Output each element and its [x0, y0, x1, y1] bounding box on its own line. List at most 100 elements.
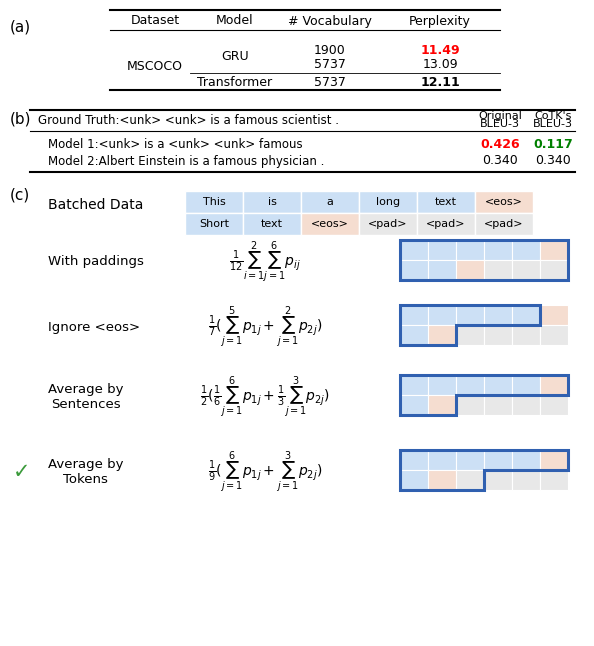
Bar: [243, 213, 301, 235]
Text: 5737: 5737: [314, 76, 346, 89]
Bar: [456, 395, 484, 415]
Text: BLEU-3: BLEU-3: [533, 119, 573, 129]
Text: Model 2:Albert Einstein is a famous physician .: Model 2:Albert Einstein is a famous phys…: [48, 154, 324, 167]
Bar: [540, 305, 568, 325]
Bar: [456, 305, 484, 325]
Text: Batched Data: Batched Data: [48, 198, 143, 212]
Bar: [456, 240, 484, 260]
Bar: [400, 325, 428, 345]
Bar: [456, 450, 484, 470]
Bar: [428, 260, 456, 280]
Bar: [185, 213, 243, 235]
Text: a: a: [327, 197, 333, 207]
Text: 0.117: 0.117: [533, 138, 573, 152]
Text: $\frac{1}{2}(\frac{1}{6}\sum_{j=1}^{6}p_{1j}+\frac{1}{3}\sum_{j=1}^{3}p_{2j})$: $\frac{1}{2}(\frac{1}{6}\sum_{j=1}^{6}p_…: [200, 374, 330, 420]
Text: is: is: [267, 197, 276, 207]
Bar: [428, 470, 456, 490]
Text: MSCOCO: MSCOCO: [127, 59, 183, 72]
Bar: [512, 305, 540, 325]
Text: $\frac{1}{9}(\sum_{j=1}^{6}p_{1j}+\sum_{j=1}^{3}p_{2j})$: $\frac{1}{9}(\sum_{j=1}^{6}p_{1j}+\sum_{…: [208, 449, 322, 495]
Bar: [428, 375, 456, 395]
Text: 0.426: 0.426: [480, 138, 520, 152]
Text: long: long: [376, 197, 400, 207]
Bar: [484, 375, 512, 395]
Text: (b): (b): [10, 111, 31, 126]
Bar: [185, 191, 243, 213]
Bar: [359, 213, 417, 235]
Bar: [400, 395, 428, 415]
Bar: [400, 470, 428, 490]
Bar: [456, 325, 484, 345]
Text: text: text: [435, 197, 457, 207]
Bar: [512, 240, 540, 260]
Text: ✓: ✓: [13, 462, 31, 482]
Text: With paddings: With paddings: [48, 256, 144, 269]
Bar: [475, 213, 533, 235]
Text: $\frac{1}{12}\sum_{i=1}^{2}\sum_{j=1}^{6}p_{ij}$: $\frac{1}{12}\sum_{i=1}^{2}\sum_{j=1}^{6…: [229, 239, 301, 285]
Bar: [484, 395, 512, 415]
Text: 13.09: 13.09: [422, 59, 458, 72]
Bar: [243, 191, 301, 213]
Bar: [540, 470, 568, 490]
Text: Short: Short: [199, 219, 229, 229]
Bar: [512, 450, 540, 470]
Bar: [484, 450, 512, 470]
Bar: [417, 213, 475, 235]
Bar: [512, 395, 540, 415]
Bar: [417, 191, 475, 213]
Text: Model 1:<unk> is a <unk> <unk> famous: Model 1:<unk> is a <unk> <unk> famous: [48, 138, 302, 152]
Bar: [484, 260, 512, 280]
Text: Transformer: Transformer: [197, 76, 273, 89]
Bar: [456, 470, 484, 490]
Text: <pad>: <pad>: [368, 219, 407, 229]
Bar: [301, 191, 359, 213]
Bar: [540, 450, 568, 470]
Bar: [475, 191, 533, 213]
Text: (c): (c): [10, 188, 30, 203]
Bar: [484, 325, 512, 345]
Text: 12.11: 12.11: [420, 76, 460, 89]
Text: # Vocabulary: # Vocabulary: [288, 14, 372, 28]
Text: Average by
Sentences: Average by Sentences: [48, 383, 124, 411]
Text: This: This: [203, 197, 225, 207]
Bar: [512, 325, 540, 345]
Bar: [428, 240, 456, 260]
Bar: [484, 305, 512, 325]
Bar: [484, 470, 512, 490]
Bar: [540, 395, 568, 415]
Bar: [359, 191, 417, 213]
Bar: [540, 240, 568, 260]
Bar: [400, 240, 568, 280]
Text: <pad>: <pad>: [484, 219, 524, 229]
Text: (a): (a): [10, 20, 31, 35]
Bar: [428, 325, 456, 345]
Text: Dataset: Dataset: [131, 14, 179, 28]
Text: Original: Original: [478, 111, 522, 121]
Text: CoTK's: CoTK's: [535, 111, 571, 121]
Text: text: text: [261, 219, 283, 229]
Bar: [456, 375, 484, 395]
Bar: [400, 240, 428, 260]
Text: 5737: 5737: [314, 59, 346, 72]
Text: 11.49: 11.49: [420, 43, 460, 56]
Bar: [484, 240, 512, 260]
Bar: [428, 305, 456, 325]
Text: <eos>: <eos>: [311, 219, 349, 229]
Text: BLEU-3: BLEU-3: [480, 119, 520, 129]
Text: 0.340: 0.340: [535, 154, 571, 167]
Text: 0.340: 0.340: [482, 154, 518, 167]
Bar: [301, 213, 359, 235]
Bar: [540, 325, 568, 345]
Text: GRU: GRU: [221, 50, 249, 63]
Text: Perplexity: Perplexity: [409, 14, 471, 28]
Text: Ground Truth:<unk> <unk> is a famous scientist .: Ground Truth:<unk> <unk> is a famous sci…: [38, 114, 339, 127]
Bar: [512, 260, 540, 280]
Bar: [512, 375, 540, 395]
Bar: [512, 470, 540, 490]
Text: Ignore <eos>: Ignore <eos>: [48, 320, 140, 333]
Text: <pad>: <pad>: [426, 219, 466, 229]
Bar: [400, 375, 428, 395]
Text: Model: Model: [216, 14, 254, 28]
Bar: [540, 375, 568, 395]
Bar: [428, 395, 456, 415]
